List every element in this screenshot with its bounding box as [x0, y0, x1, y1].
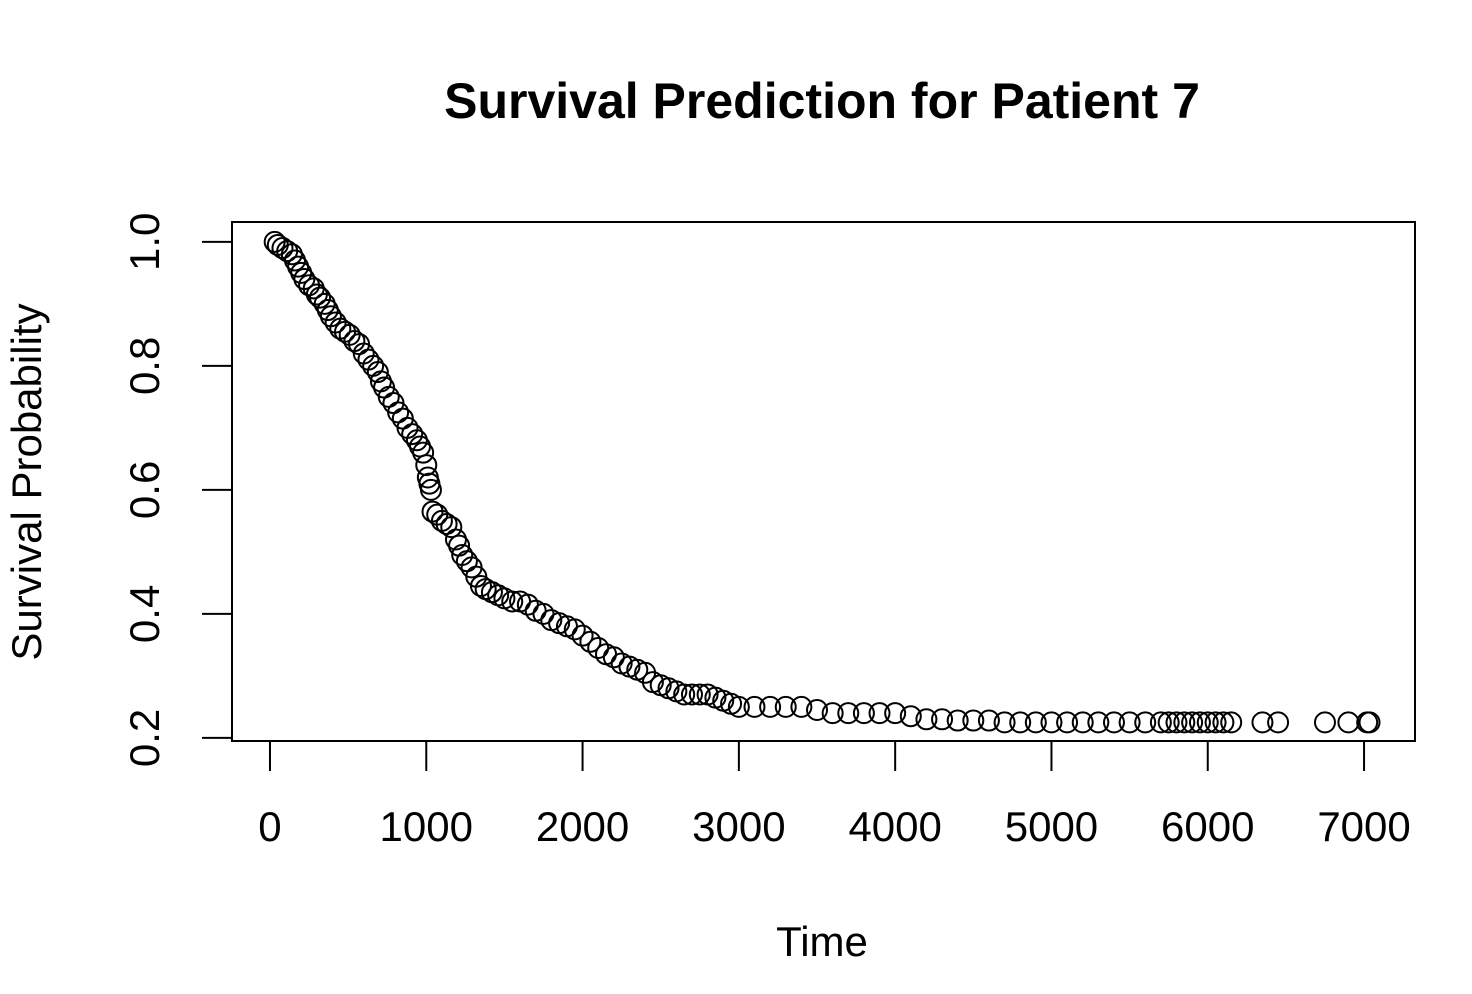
point: [868, 702, 891, 725]
y-tick-label: 0.2: [121, 709, 168, 767]
point: [1196, 711, 1219, 734]
point: [1204, 711, 1227, 734]
point: [790, 695, 813, 718]
x-tick-label: 7000: [1317, 803, 1410, 850]
point: [1267, 711, 1290, 734]
point: [688, 683, 711, 706]
point: [837, 702, 860, 725]
point: [962, 709, 985, 732]
chart-title: Survival Prediction for Patient 7: [444, 73, 1200, 129]
point: [1220, 711, 1243, 734]
point: [852, 702, 875, 725]
y-tick-label: 1.0: [121, 213, 168, 271]
point: [571, 624, 594, 647]
point: [366, 361, 389, 384]
point: [946, 709, 969, 732]
point: [1040, 711, 1063, 734]
y-tick-label: 0.8: [121, 337, 168, 395]
point: [1337, 711, 1360, 734]
point: [401, 423, 424, 446]
point: [806, 698, 829, 721]
point: [680, 683, 703, 706]
x-tick-label: 3000: [692, 803, 785, 850]
y-tick-label: 0.4: [121, 585, 168, 643]
point: [884, 702, 907, 725]
point: [915, 708, 938, 731]
point: [774, 695, 797, 718]
point: [1188, 711, 1211, 734]
point: [1149, 711, 1172, 734]
point: [1118, 711, 1141, 734]
point: [1157, 711, 1180, 734]
point: [579, 630, 602, 653]
point: [977, 709, 1000, 732]
point: [1087, 711, 1110, 734]
point: [1056, 711, 1079, 734]
point: [308, 286, 331, 309]
point: [743, 695, 766, 718]
point: [1102, 711, 1125, 734]
point: [1165, 711, 1188, 734]
x-tick-label: 6000: [1161, 803, 1254, 850]
x-tick-label: 2000: [536, 803, 629, 850]
point: [673, 683, 696, 706]
x-axis-label: Time: [776, 918, 868, 965]
point: [1313, 711, 1336, 734]
point: [1173, 711, 1196, 734]
y-tick-label: 0.6: [121, 461, 168, 519]
point: [759, 695, 782, 718]
point: [821, 702, 844, 725]
plot-frame: [231, 221, 1416, 742]
x-tick-label: 0: [258, 803, 281, 850]
point: [1134, 711, 1157, 734]
x-tick-label: 1000: [380, 803, 473, 850]
point: [469, 574, 492, 597]
point: [1181, 711, 1204, 734]
point: [419, 478, 442, 501]
point: [931, 708, 954, 731]
point: [563, 618, 586, 641]
x-tick-label: 5000: [1005, 803, 1098, 850]
point: [899, 705, 922, 728]
x-tick-label: 4000: [848, 803, 941, 850]
point: [1212, 711, 1235, 734]
y-axis-label: Survival Probability: [3, 303, 50, 660]
point: [727, 695, 750, 718]
point: [1009, 711, 1032, 734]
point: [455, 550, 478, 573]
point: [1251, 711, 1274, 734]
point: [993, 711, 1016, 734]
point: [1071, 711, 1094, 734]
point: [1358, 711, 1381, 734]
point: [440, 516, 463, 539]
point: [1024, 711, 1047, 734]
point: [501, 590, 524, 613]
point: [412, 441, 435, 464]
